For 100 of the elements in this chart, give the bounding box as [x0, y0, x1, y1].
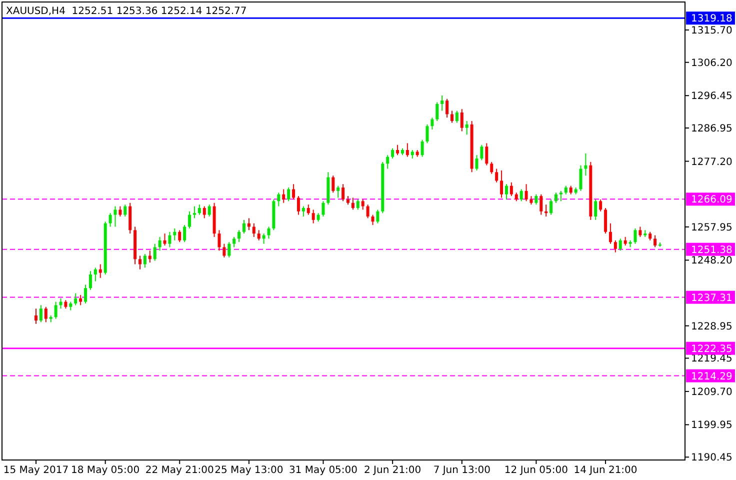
candlestick: [504, 184, 508, 200]
candlestick: [178, 230, 182, 243]
candlestick: [108, 212, 112, 228]
candlestick: [188, 210, 192, 229]
x-tick-label: 14 Jun 21:00: [574, 465, 638, 476]
candlestick: [192, 206, 196, 219]
candlestick: [440, 94, 444, 112]
x-tick-label: 22 May 21:00: [145, 465, 214, 476]
y-tick-label: 1315.70: [691, 25, 732, 36]
candlestick: [544, 204, 548, 218]
candlestick: [485, 142, 488, 166]
ref-line-label: 1214.29: [691, 371, 732, 382]
y-tick-label: 1190.45: [691, 452, 732, 464]
candlestick: [143, 254, 146, 268]
candlestick: [351, 197, 354, 210]
candlestick: [436, 102, 439, 122]
y-tick-label: 1219.45: [691, 354, 732, 365]
candlestick: [94, 267, 97, 282]
candlestick: [158, 236, 162, 252]
x-tick-label: 18 May 05:00: [71, 465, 140, 476]
candlestick: [406, 142, 409, 158]
x-tick-label: 15 May 2017: [3, 465, 69, 476]
candlestick: [638, 226, 642, 238]
candlestick: [202, 206, 206, 219]
candlestick: [34, 308, 38, 324]
candlestick: [356, 198, 360, 210]
y-tick-label: 1306.20: [691, 58, 732, 69]
candlestick: [332, 175, 335, 194]
y-tick-label: 1209.70: [691, 386, 732, 398]
candlestick: [420, 139, 424, 158]
candlestick: [208, 204, 211, 218]
candlestick: [376, 209, 380, 224]
candlestick: [550, 198, 553, 216]
candlestick: [232, 236, 236, 248]
candlestick: [282, 188, 286, 204]
candlestick: [173, 228, 176, 241]
candlestick: [430, 117, 434, 130]
candlestick: [396, 144, 400, 156]
candlestick: [79, 294, 82, 306]
x-tick-label: 12 Jun 05:00: [504, 465, 568, 476]
candlestick: [296, 196, 300, 216]
candlestick: [554, 192, 558, 204]
candlestick: [480, 144, 484, 161]
candlestick: [524, 184, 528, 202]
y-tick-label: 1257.95: [691, 222, 732, 234]
candlestick: [594, 198, 598, 220]
candlestick: [39, 304, 42, 323]
candlestick: [228, 242, 231, 258]
x-tick-label: 31 May 05:00: [288, 465, 358, 476]
y-tick-label: 1199.95: [691, 420, 732, 432]
candlestick: [302, 206, 305, 218]
candlestick: [460, 108, 464, 132]
candlestick: [510, 182, 513, 197]
candlestick: [312, 209, 315, 224]
candlestick: [252, 222, 256, 238]
y-tick-label: 1286.95: [691, 124, 732, 135]
candlestick: [614, 240, 617, 253]
candlestick: [292, 184, 296, 200]
candlestick: [608, 222, 612, 244]
candlestick: [455, 110, 458, 124]
candlestick: [391, 148, 394, 160]
ref-line-label: 1266.09: [691, 194, 732, 206]
candlestick: [148, 250, 152, 264]
candlestick: [500, 170, 504, 198]
candlestick: [257, 230, 260, 241]
candlestick: [584, 152, 588, 176]
ref-line-label: 1222.35: [691, 344, 732, 355]
candlestick: [88, 270, 92, 290]
candlestick: [520, 188, 523, 202]
candlestick: [183, 224, 186, 243]
y-tick-label: 1228.95: [691, 321, 732, 332]
candlestick: [336, 185, 340, 198]
candlestick: [654, 234, 657, 248]
candlestick: [342, 184, 345, 202]
x-tick-label: 25 May 13:00: [214, 465, 284, 476]
candlestick: [618, 238, 622, 252]
candlestick: [465, 120, 468, 136]
candlestick: [153, 243, 156, 262]
y-tick-label: 1277.20: [691, 156, 732, 168]
candlestick: [599, 198, 602, 212]
candlestick: [222, 243, 226, 258]
candlestick: [540, 194, 543, 216]
candlestick: [559, 190, 562, 202]
x-tick-label: 7 Jun 13:00: [433, 465, 490, 476]
candlestick: [98, 264, 102, 278]
candlestick: [138, 255, 142, 270]
candlestick: [84, 284, 88, 304]
candlestick: [495, 168, 498, 183]
chart-title: XAUUSD,H4 1252.51 1253.36 1252.14 1252.77: [6, 6, 247, 17]
candlestick: [242, 219, 246, 234]
candlestick: [114, 206, 117, 228]
candlestick: [386, 154, 390, 170]
candlestick: [366, 204, 370, 219]
ref-line-label: 1251.38: [691, 244, 732, 256]
candlestick: [287, 187, 290, 202]
candlestick: [44, 306, 48, 323]
candlestick: [450, 110, 454, 124]
ref-line-label: 1237.31: [691, 292, 732, 304]
candlestick: [490, 161, 494, 174]
candlestick: [446, 98, 449, 118]
